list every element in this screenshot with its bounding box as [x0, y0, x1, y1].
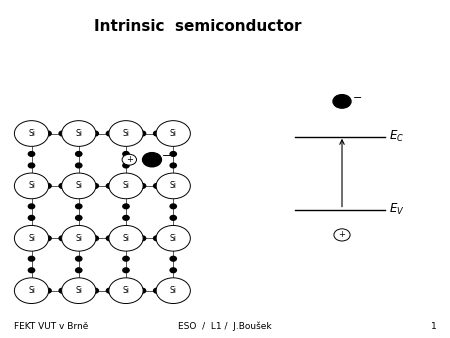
Circle shape [140, 236, 146, 241]
Text: Si: Si [170, 182, 177, 190]
Text: Si: Si [75, 129, 82, 138]
Text: Si: Si [170, 129, 177, 138]
Circle shape [28, 216, 35, 220]
Text: Si: Si [170, 286, 177, 295]
Circle shape [106, 236, 112, 241]
Circle shape [109, 121, 143, 146]
Circle shape [62, 173, 96, 199]
Circle shape [76, 268, 82, 273]
Text: −: − [162, 151, 172, 161]
Circle shape [122, 154, 136, 165]
Circle shape [45, 184, 51, 188]
Circle shape [28, 256, 35, 261]
Circle shape [170, 163, 176, 168]
Circle shape [92, 131, 99, 136]
Circle shape [109, 173, 143, 199]
Circle shape [123, 163, 129, 168]
Circle shape [106, 131, 112, 136]
Circle shape [333, 95, 351, 108]
Circle shape [170, 268, 176, 273]
Text: Si: Si [75, 182, 82, 190]
Text: +: + [126, 155, 133, 164]
Circle shape [92, 288, 99, 293]
Circle shape [59, 184, 65, 188]
Circle shape [62, 225, 96, 251]
Text: ESO  /  L1 /  J.Boušek: ESO / L1 / J.Boušek [178, 321, 272, 331]
Circle shape [156, 121, 190, 146]
Text: Si: Si [122, 234, 130, 243]
Circle shape [59, 288, 65, 293]
Text: Si: Si [28, 234, 35, 243]
Text: Si: Si [28, 182, 35, 190]
Circle shape [28, 268, 35, 273]
Circle shape [28, 151, 35, 156]
Circle shape [14, 173, 49, 199]
Circle shape [76, 256, 82, 261]
Circle shape [123, 204, 129, 209]
Circle shape [334, 229, 350, 241]
Text: $E_V$: $E_V$ [389, 202, 405, 217]
Text: Si: Si [170, 234, 177, 243]
Circle shape [14, 121, 49, 146]
Circle shape [109, 278, 143, 304]
Circle shape [153, 236, 160, 241]
Text: Si: Si [122, 129, 130, 138]
Text: FEKT VUT v Brně: FEKT VUT v Brně [14, 321, 88, 331]
Circle shape [45, 131, 51, 136]
Circle shape [170, 151, 176, 156]
Circle shape [59, 131, 65, 136]
Circle shape [45, 288, 51, 293]
Circle shape [14, 225, 49, 251]
Circle shape [123, 151, 129, 156]
Circle shape [76, 216, 82, 220]
Text: Si: Si [28, 129, 35, 138]
Text: Si: Si [75, 286, 82, 295]
Circle shape [76, 163, 82, 168]
Circle shape [62, 278, 96, 304]
Circle shape [92, 236, 99, 241]
Circle shape [170, 216, 176, 220]
Text: $E_C$: $E_C$ [389, 129, 405, 144]
Circle shape [28, 163, 35, 168]
Circle shape [143, 153, 162, 167]
Circle shape [59, 236, 65, 241]
Text: Intrinsic  semiconductor: Intrinsic semiconductor [94, 19, 302, 33]
Circle shape [170, 256, 176, 261]
Text: 1: 1 [431, 321, 436, 331]
Text: Si: Si [75, 234, 82, 243]
Circle shape [153, 131, 160, 136]
Circle shape [123, 256, 129, 261]
Text: Si: Si [122, 286, 130, 295]
Circle shape [153, 288, 160, 293]
Circle shape [92, 184, 99, 188]
Circle shape [140, 184, 146, 188]
Text: +: + [338, 231, 346, 239]
Circle shape [123, 268, 129, 273]
Circle shape [14, 278, 49, 304]
Circle shape [140, 131, 146, 136]
Circle shape [62, 121, 96, 146]
Text: Si: Si [122, 182, 130, 190]
Circle shape [153, 184, 160, 188]
Text: −: − [353, 93, 362, 103]
Circle shape [109, 225, 143, 251]
Circle shape [76, 151, 82, 156]
Circle shape [156, 173, 190, 199]
Circle shape [140, 288, 146, 293]
Text: Si: Si [28, 286, 35, 295]
Circle shape [123, 216, 129, 220]
Circle shape [45, 236, 51, 241]
Circle shape [28, 204, 35, 209]
Circle shape [76, 204, 82, 209]
Circle shape [170, 204, 176, 209]
Circle shape [156, 225, 190, 251]
Circle shape [156, 278, 190, 304]
Circle shape [106, 184, 112, 188]
Circle shape [106, 288, 112, 293]
